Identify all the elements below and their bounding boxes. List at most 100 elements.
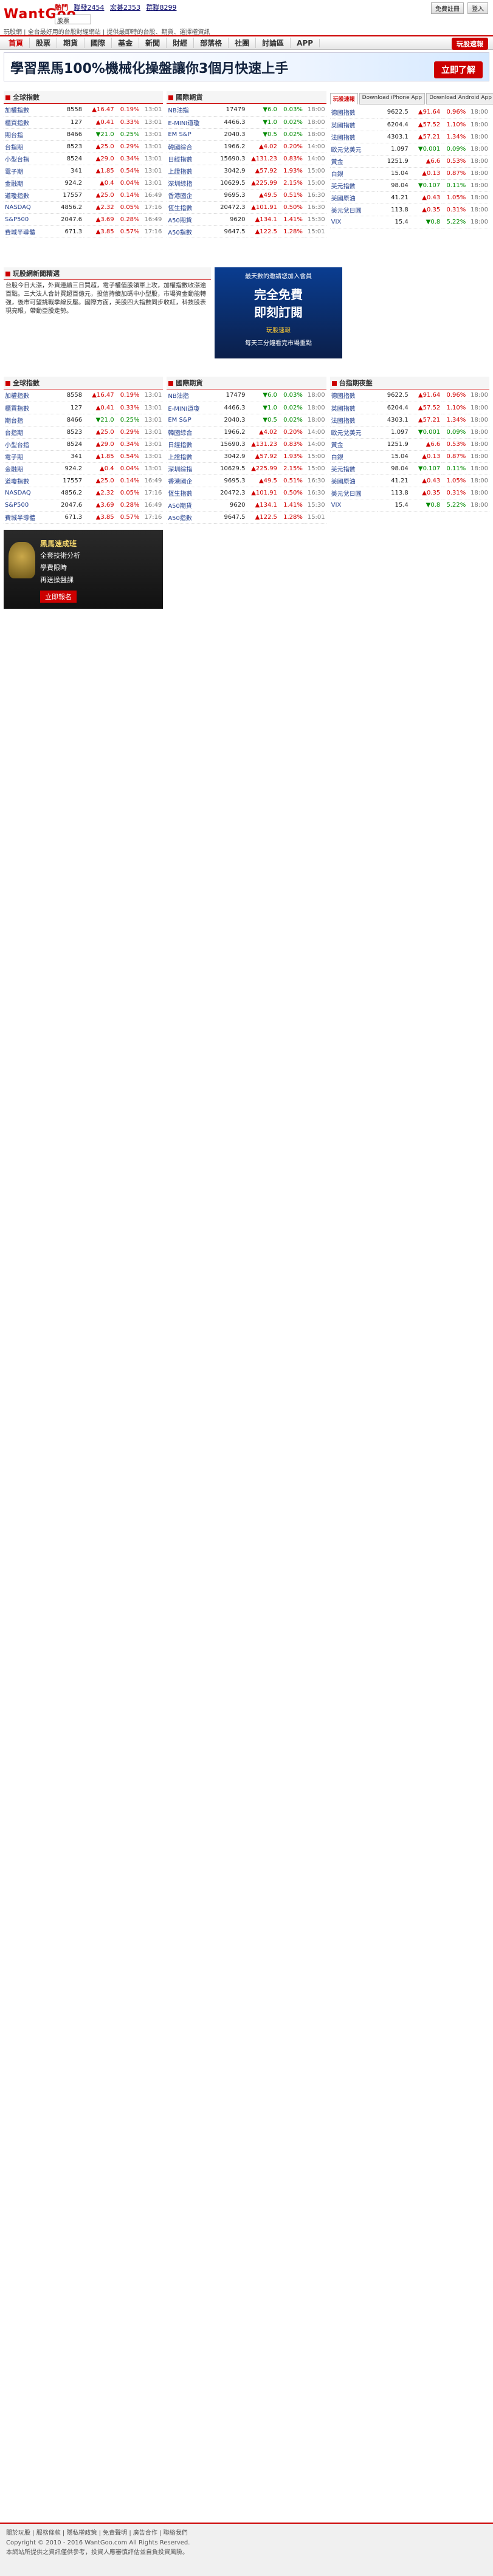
quote-row[interactable]: NASDAQ 4856.2 ▲2.32 0.05% 17:16 [4,201,164,214]
quote-row[interactable]: 電子期 341 ▲1.85 0.54% 13:01 [4,165,164,177]
quote-name[interactable]: 道瓊指數 [4,189,52,202]
quote-name[interactable]: EM S&P [167,414,215,426]
quote-name[interactable]: 法國指數 [329,131,378,143]
tab-android[interactable]: Download Android App [426,93,493,104]
quote-name[interactable]: 英國指數 [329,402,378,414]
quote-name[interactable]: 美國原油 [329,191,378,204]
quote-row[interactable]: 上證指數 3042.9 ▲57.92 1.93% 15:00 [167,450,326,463]
register-button[interactable]: 免費註冊 [431,2,464,14]
quote-row[interactable]: 小型台指 8524 ▲29.0 0.34% 13:01 [4,152,164,165]
quote-row[interactable]: 歐元兌美元 1.097 ▼0.001 0.09% 18:00 [329,426,489,439]
nav-item[interactable]: 基金 [112,38,140,48]
quote-row[interactable]: 英國指數 6204.4 ▲57.52 1.10% 18:00 [329,402,489,414]
app-button[interactable]: 玩股速報 [452,38,488,50]
quote-name[interactable]: 歐元兌美元 [329,426,378,439]
quote-row[interactable]: VIX 15.4 ▼0.8 5.22% 18:00 [329,216,489,228]
quote-row[interactable]: 費城半導體 671.3 ▲3.85 0.57% 17:16 [4,511,164,524]
quote-row[interactable]: 上證指數 3042.9 ▲57.92 1.93% 15:00 [167,165,326,177]
nav-item[interactable]: 新聞 [139,38,167,48]
quote-row[interactable]: VIX 15.4 ▼0.8 5.22% 18:00 [329,499,489,512]
quote-row[interactable]: 電子期 341 ▲1.85 0.54% 13:01 [4,450,164,463]
quote-name[interactable]: NB油指 [167,389,215,402]
quote-row[interactable]: 白銀 15.04 ▲0.13 0.87% 18:00 [329,167,489,180]
quote-row[interactable]: EM S&P 2040.3 ▼0.5 0.02% 18:00 [167,128,326,141]
hot-stock-link[interactable]: 宏碁2353 [110,4,140,12]
quote-row[interactable]: 小型台指 8524 ▲29.0 0.34% 13:01 [4,438,164,451]
nav-item[interactable]: 股票 [30,38,58,48]
quote-name[interactable]: A50期貨 [167,213,215,226]
hot-stock-link[interactable]: 群聯8299 [146,4,177,12]
nav-item[interactable]: 國際 [84,38,112,48]
quote-name[interactable]: 小型台指 [4,438,52,451]
quote-row[interactable]: 金融期 924.2 ▲0.4 0.04% 13:01 [4,177,164,190]
quote-row[interactable]: E-MINI道瓊 4466.3 ▼1.0 0.02% 18:00 [167,116,326,129]
quote-name[interactable]: 韓國綜合 [167,140,215,153]
quote-name[interactable]: 加權指數 [4,389,52,402]
quote-name[interactable]: 費城半導體 [4,511,52,524]
quote-name[interactable]: 櫃買指數 [4,402,52,414]
quote-name[interactable]: 道瓊指數 [4,474,52,487]
login-button[interactable]: 登入 [467,2,488,14]
quote-name[interactable]: 英國指數 [329,118,378,131]
quote-row[interactable]: 台指期 8523 ▲25.0 0.29% 13:01 [4,140,164,153]
quote-row[interactable]: E-MINI道瓊 4466.3 ▼1.0 0.02% 18:00 [167,402,326,414]
nav-item[interactable]: 部落格 [194,38,229,48]
footer-links[interactable]: 關於玩股 | 服務條款 | 隱私權政策 | 免責聲明 | 廣告合作 | 聯絡我們 [6,2530,188,2537]
banner-cta-button[interactable]: 立即了解 [434,61,483,78]
quote-row[interactable]: 美元兌日圓 113.8 ▲0.35 0.31% 18:00 [329,487,489,499]
quote-name[interactable]: 歐元兌美元 [329,143,378,156]
quote-name[interactable]: 上證指數 [167,450,215,463]
quote-row[interactable]: 深圳綜指 10629.5 ▲225.99 2.15% 15:00 [167,462,326,475]
quote-name[interactable]: 白銀 [329,450,378,463]
quote-row[interactable]: A50指數 9647.5 ▲122.5 1.28% 15:01 [167,225,326,238]
quote-row[interactable]: NASDAQ 4856.2 ▲2.32 0.05% 17:16 [4,487,164,499]
quote-name[interactable]: 加權指數 [4,104,52,117]
quote-name[interactable]: 上證指數 [167,165,215,177]
quote-row[interactable]: 美元指數 98.04 ▼0.107 0.11% 18:00 [329,179,489,192]
quote-row[interactable]: S&P500 2047.6 ▲3.69 0.28% 16:49 [4,499,164,512]
quote-name[interactable]: EM S&P [167,128,215,141]
tab-iphone[interactable]: Download iPhone App [359,93,426,104]
nav-item[interactable]: 社團 [229,38,257,48]
quote-row[interactable]: 香港國企 9695.3 ▲49.5 0.51% 16:30 [167,474,326,487]
quote-row[interactable]: 道瓊指數 17557 ▲25.0 0.14% 16:49 [4,474,164,487]
quote-row[interactable]: A50期貨 9620 ▲134.1 1.41% 15:30 [167,213,326,226]
quote-row[interactable]: 韓國綜合 1966.2 ▲4.02 0.20% 14:00 [167,140,326,153]
quote-row[interactable]: 道瓊指數 17557 ▲25.0 0.14% 16:49 [4,189,164,202]
search-input[interactable]: 股票 [55,15,91,25]
quote-name[interactable]: 美元指數 [329,179,378,192]
quote-row[interactable]: 恆生指數 20472.3 ▲101.91 0.50% 16:30 [167,487,326,499]
quote-row[interactable]: 美國原油 41.21 ▲0.43 1.05% 18:00 [329,191,489,204]
quote-name[interactable]: 美元兌日圓 [329,487,378,499]
quote-row[interactable]: 台指期 8523 ▲25.0 0.29% 13:01 [4,426,164,439]
quote-row[interactable]: 英國指數 6204.4 ▲57.52 1.10% 18:00 [329,118,489,131]
quote-row[interactable]: 黃金 1251.9 ▲6.6 0.53% 18:00 [329,438,489,451]
quote-row[interactable]: 美元指數 98.04 ▼0.107 0.11% 18:00 [329,462,489,475]
quote-name[interactable]: 黃金 [329,438,378,451]
quote-row[interactable]: A50指數 9647.5 ▲122.5 1.28% 15:01 [167,511,326,524]
quote-row[interactable]: 黃金 1251.9 ▲6.6 0.53% 18:00 [329,155,489,168]
course-ad[interactable]: 黑馬速成班 全套技術分析 學費限時 再送操盤課 立即報名 [4,529,164,609]
quote-name[interactable]: E-MINI道瓊 [167,402,215,414]
quote-row[interactable]: NB油指 17479 ▼6.0 0.03% 18:00 [167,104,326,117]
quote-row[interactable]: 加權指數 8558 ▲16.47 0.19% 13:01 [4,389,164,402]
nav-item[interactable]: APP [291,38,320,47]
hot-stock-link[interactable]: 聯發2454 [74,4,105,12]
quote-name[interactable]: A50指數 [167,511,215,524]
quote-row[interactable]: 深圳綜指 10629.5 ▲225.99 2.15% 15:00 [167,177,326,190]
quote-row[interactable]: 櫃買指數 127 ▲0.41 0.33% 13:01 [4,402,164,414]
quote-row[interactable]: 恆生指數 20472.3 ▲101.91 0.50% 16:30 [167,201,326,214]
quote-name[interactable]: 法國指數 [329,414,378,426]
quote-name[interactable]: 台指期 [4,426,52,439]
quote-row[interactable]: 德國指數 9622.5 ▲91.64 0.96% 18:00 [329,106,489,119]
quote-row[interactable]: EM S&P 2040.3 ▼0.5 0.02% 18:00 [167,414,326,426]
quote-name[interactable]: NASDAQ [4,487,52,499]
quote-row[interactable]: 韓國綜合 1966.2 ▲4.02 0.20% 14:00 [167,426,326,439]
quote-row[interactable]: 法國指數 4303.1 ▲57.21 1.34% 18:00 [329,131,489,143]
nav-item[interactable]: 首頁 [2,38,30,48]
quote-row[interactable]: 金融期 924.2 ▲0.4 0.04% 13:01 [4,462,164,475]
tab-app[interactable]: 玩股速報 [329,93,358,104]
quote-row[interactable]: 日經指數 15690.3 ▲131.23 0.83% 14:00 [167,438,326,451]
quote-row[interactable]: S&P500 2047.6 ▲3.69 0.28% 16:49 [4,213,164,226]
quote-row[interactable]: 德國指數 9622.5 ▲91.64 0.96% 18:00 [329,389,489,402]
